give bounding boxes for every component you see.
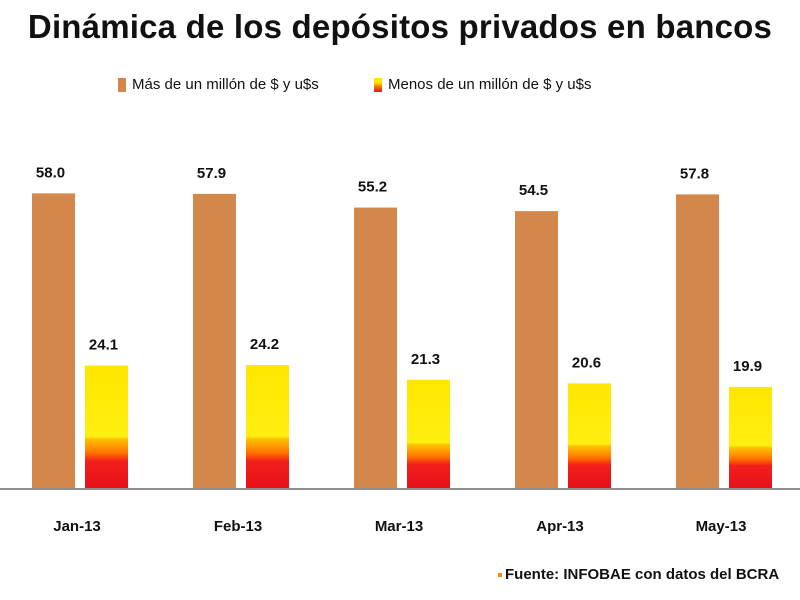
data-label-large-Mar-13: 55.2 xyxy=(358,179,387,196)
bar-small-Feb-13 xyxy=(246,365,289,488)
bar-small-Apr-13 xyxy=(568,383,611,488)
legend-item-large: Más de un millón de $ y u$s xyxy=(118,76,319,93)
source-bullet-icon xyxy=(498,573,502,578)
data-label-small-Feb-13: 24.2 xyxy=(250,336,279,353)
chart-title: Dinámica de los depósitos privados en ba… xyxy=(27,8,773,45)
legend-label-large: Más de un millón de $ y u$s xyxy=(132,76,319,93)
data-label-small-Jan-13: 24.1 xyxy=(89,337,118,354)
x-tick-label-Mar-13: Mar-13 xyxy=(375,518,423,535)
bar-large-Feb-13 xyxy=(193,193,236,489)
bar-small-May-13 xyxy=(729,386,772,488)
data-label-small-May-13: 19.9 xyxy=(733,358,762,375)
data-label-large-May-13: 57.8 xyxy=(680,165,709,182)
bar-large-Apr-13 xyxy=(515,211,558,488)
bar-large-Mar-13 xyxy=(354,207,397,489)
data-label-large-Apr-13: 54.5 xyxy=(519,182,548,199)
legend-item-small: Menos de un millón de $ y u$s xyxy=(374,76,591,93)
source-note: Fuente: INFOBAE con datos del BCRA xyxy=(498,566,779,583)
data-label-large-Jan-13: 58.0 xyxy=(36,164,65,181)
x-tick-label-May-13: May-13 xyxy=(696,518,747,535)
legend-label-small: Menos de un millón de $ y u$s xyxy=(388,76,592,93)
legend-swatch-small xyxy=(374,77,382,92)
x-tick-label-Feb-13: Feb-13 xyxy=(214,518,262,535)
legend: Más de un millón de $ y u$s Menos de un … xyxy=(118,76,800,100)
data-label-small-Apr-13: 20.6 xyxy=(572,354,601,371)
bar-large-Jan-13 xyxy=(32,193,75,489)
bar-large-May-13 xyxy=(676,194,719,488)
data-label-large-Feb-13: 57.9 xyxy=(197,165,226,182)
legend-swatch-large xyxy=(118,77,126,92)
bar-small-Mar-13 xyxy=(407,379,450,488)
data-label-small-Mar-13: 21.3 xyxy=(411,351,440,368)
bar-small-Jan-13 xyxy=(85,365,128,488)
x-tick-label-Apr-13: Apr-13 xyxy=(536,518,584,535)
source-text: Fuente: INFOBAE con datos del BCRA xyxy=(505,566,780,583)
x-tick-label-Jan-13: Jan-13 xyxy=(53,518,101,535)
